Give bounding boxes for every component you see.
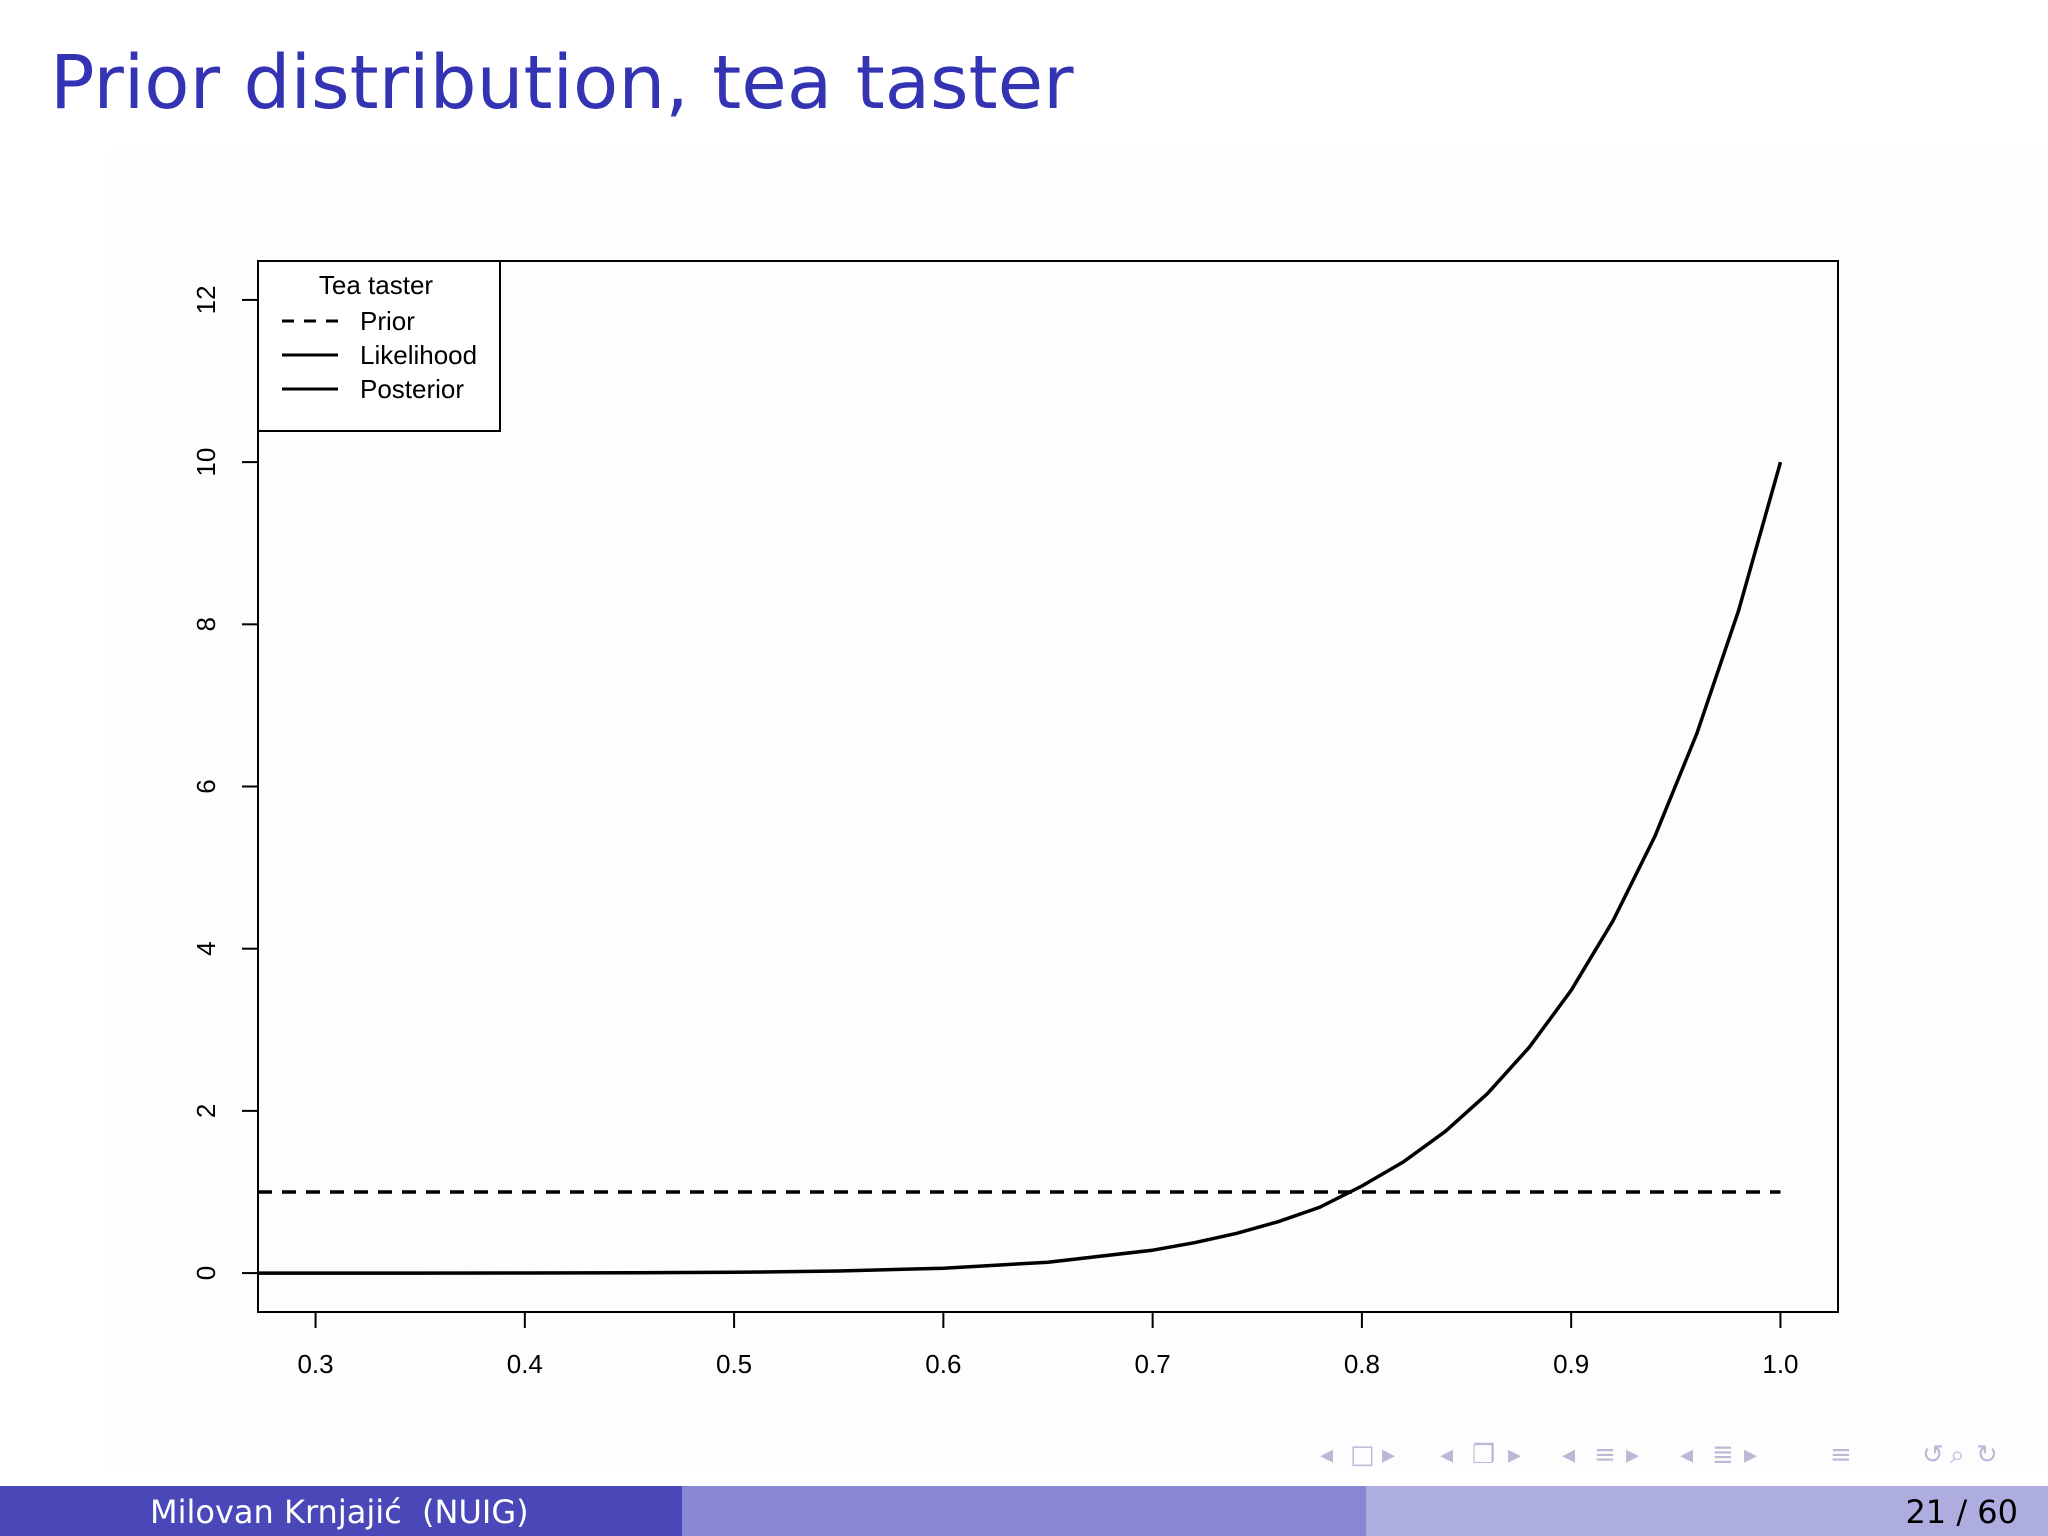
slide-title: Prior distribution, tea taster [50, 40, 1074, 126]
legend-label: Prior [360, 306, 415, 336]
arrow-right-icon[interactable]: ▸ [1508, 1440, 1522, 1470]
footer-author: Milovan Krnjajić (NUIG) [150, 1493, 529, 1531]
legend-label: Likelihood [360, 340, 477, 370]
footer-middle-section [682, 1486, 1366, 1536]
x-tick-label: 0.6 [925, 1349, 961, 1379]
legend-title: Tea taster [319, 270, 434, 300]
arrow-left-icon[interactable]: ◂ [1440, 1440, 1454, 1470]
legend-label: Posterior [360, 374, 464, 404]
y-tick-label: 12 [191, 285, 221, 314]
x-tick-label: 0.4 [507, 1349, 543, 1379]
y-tick-label: 4 [191, 941, 221, 955]
beamer-navigation[interactable]: ◂ □ ▸ ◂ ❐ ▸ ◂ ≡ ▸ ◂ ≣ ▸ ≡ ↺ ⌕ ↻ [1300, 1440, 2040, 1472]
page-number: 21 / 60 [1905, 1493, 2018, 1531]
undo-icon[interactable]: ↺ [1922, 1440, 1944, 1470]
x-tick-label: 0.3 [297, 1349, 333, 1379]
search-icon[interactable]: ⌕ [1950, 1440, 1965, 1470]
toc-icon[interactable]: ≣ [1712, 1440, 1734, 1470]
arrow-right-icon[interactable]: ▸ [1744, 1440, 1758, 1470]
arrow-right-icon[interactable]: ▸ [1626, 1440, 1640, 1470]
footer-page-section: 21 / 60 [1366, 1486, 2048, 1536]
subsection-icon[interactable]: ❐ [1472, 1440, 1496, 1470]
x-tick-label: 0.8 [1344, 1349, 1380, 1379]
x-tick-label: 0.9 [1553, 1349, 1589, 1379]
redo-icon[interactable]: ↻ [1976, 1440, 1998, 1470]
y-tick-label: 10 [191, 448, 221, 477]
series-line-posterior [258, 461, 1783, 1275]
chart-axes: 0.3 0.4 0.5 0.6 0.7 0.8 0.9 1.0 0 2 4 6 8 10 12 [191, 260, 1839, 1379]
legend-box [257, 260, 501, 432]
chart-series [258, 461, 1783, 1275]
y-tick-label: 6 [191, 779, 221, 793]
footer-bar: Milovan Krnjajić (NUIG) 21 / 60 [0, 1486, 2048, 1536]
chart-legend: Tea taster Prior Likelihood Posterior [257, 260, 501, 432]
x-tick-label: 1.0 [1762, 1349, 1798, 1379]
section-icon[interactable]: ≡ [1594, 1440, 1616, 1470]
arrow-right-icon[interactable]: ▸ [1382, 1440, 1396, 1470]
footer-author-section: Milovan Krnjajić (NUIG) [0, 1486, 682, 1536]
y-tick-label: 8 [191, 617, 221, 631]
x-tick-label: 0.7 [1135, 1349, 1171, 1379]
x-tick-label: 0.5 [716, 1349, 752, 1379]
y-tick-label: 0 [191, 1266, 221, 1280]
arrow-left-icon[interactable]: ◂ [1680, 1440, 1694, 1470]
arrow-left-icon[interactable]: ◂ [1562, 1440, 1576, 1470]
y-tick-label: 2 [191, 1104, 221, 1118]
align-icon[interactable]: ≡ [1830, 1440, 1852, 1470]
frame-icon[interactable]: □ [1350, 1440, 1375, 1470]
arrow-left-icon[interactable]: ◂ [1320, 1440, 1334, 1470]
